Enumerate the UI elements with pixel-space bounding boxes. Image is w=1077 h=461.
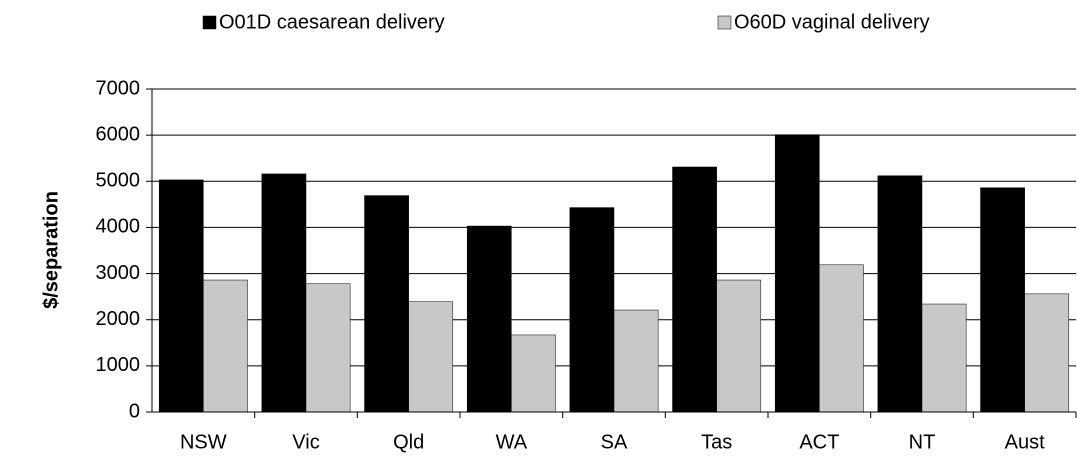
y-axis-label: $/separation xyxy=(40,191,62,309)
bar xyxy=(408,301,454,413)
legend-label: O60D vaginal delivery xyxy=(734,11,930,33)
y-tick-label: 3000 xyxy=(96,262,141,284)
bar xyxy=(672,166,717,413)
y-tick-label: 7000 xyxy=(96,77,141,99)
bar xyxy=(877,175,923,413)
y-tick-label: 4000 xyxy=(96,216,141,238)
legend-swatch xyxy=(202,15,217,30)
bar xyxy=(716,279,762,413)
x-tick-label: Aust xyxy=(1005,431,1045,453)
x-tick-label: NSW xyxy=(180,431,227,453)
bar xyxy=(261,173,307,413)
bar xyxy=(1024,293,1070,413)
bar xyxy=(466,225,512,413)
x-tick-label: Qld xyxy=(393,431,424,453)
bar xyxy=(511,334,556,413)
x-tick-label: ACT xyxy=(799,431,839,453)
bar xyxy=(364,195,409,413)
x-tick-label: NT xyxy=(909,431,936,453)
bar xyxy=(774,134,820,413)
x-tick-label: WA xyxy=(496,431,528,453)
bar xyxy=(819,264,864,413)
y-tick-label: 6000 xyxy=(96,123,141,145)
bar xyxy=(569,207,615,413)
y-tick-label: 2000 xyxy=(96,308,141,330)
bar xyxy=(158,179,204,413)
x-tick-label: Tas xyxy=(701,431,732,453)
legend-swatch xyxy=(717,15,732,30)
x-tick-label: Vic xyxy=(292,431,319,453)
bar xyxy=(203,279,248,413)
x-tick-label: SA xyxy=(601,431,628,453)
legend-label: O01D caesarean delivery xyxy=(219,11,445,33)
bar xyxy=(980,187,1025,413)
y-tick-label: 1000 xyxy=(96,354,141,376)
bar xyxy=(613,309,659,413)
bar xyxy=(305,283,351,413)
bar xyxy=(921,303,967,413)
y-tick-label: 5000 xyxy=(96,170,141,192)
y-tick-label: 0 xyxy=(129,400,140,422)
